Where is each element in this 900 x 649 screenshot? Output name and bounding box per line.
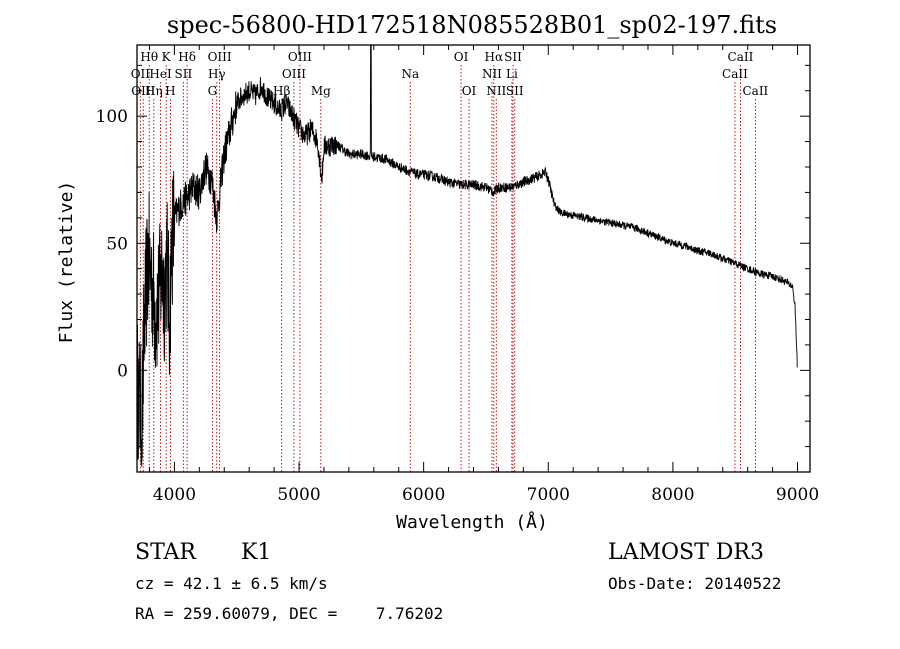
line-marker-label: CaII <box>722 67 748 81</box>
coordinates: RA = 259.60079, DEC = 7.76202 <box>135 604 444 623</box>
observation-date: Obs-Date: 20140522 <box>608 574 782 593</box>
line-marker-label: SII <box>504 50 522 64</box>
line-marker-label: Hη <box>145 84 163 98</box>
line-marker-label: OI <box>454 50 469 64</box>
plot-frame <box>136 44 811 473</box>
line-marker-label: CaII <box>742 84 768 98</box>
survey-name: LAMOST DR3 <box>608 540 764 565</box>
redshift-velocity: cz = 42.1 ± 6.5 km/s <box>135 574 328 593</box>
line-marker-label: Mg <box>311 84 331 98</box>
x-tick-label: 7000 <box>527 485 570 505</box>
line-marker-label: Hα <box>485 50 504 64</box>
object-class: STAR <box>135 540 196 565</box>
spectrum-series <box>136 44 798 467</box>
x-tick-label: 6000 <box>402 485 445 505</box>
line-marker-label: OI <box>462 84 477 98</box>
x-axis-label: Wavelength (Å) <box>396 511 548 533</box>
line-marker-label: SII <box>506 84 524 98</box>
x-tick-label: 4000 <box>153 485 196 505</box>
line-marker-label: Na <box>401 67 419 81</box>
line-marker-label: K <box>162 50 172 64</box>
line-marker-label: OII <box>131 67 151 81</box>
x-tick-label: 8000 <box>651 485 694 505</box>
x-tick-label: 9000 <box>776 485 819 505</box>
line-marker-label: Hγ <box>208 67 226 81</box>
line-marker-label: CaII <box>728 50 754 64</box>
object-subclass: K1 <box>241 540 272 565</box>
line-marker-label: Hθ <box>140 50 158 64</box>
y-axis-label: Flux (relative) <box>56 181 77 344</box>
line-marker-label: HeI <box>149 67 172 81</box>
y-tick-label: 50 <box>106 234 128 254</box>
line-marker-label: NII <box>482 67 502 81</box>
line-marker-label: OIII <box>282 67 306 81</box>
line-marker-label: G <box>208 84 218 98</box>
line-marker-label: Li <box>506 67 518 81</box>
line-marker-label: NII <box>486 84 506 98</box>
line-marker-label: OIII <box>288 50 312 64</box>
chart-title: spec-56800-HD172518N085528B01_sp02-197.f… <box>167 11 777 39</box>
spectrum-line <box>136 44 798 467</box>
y-tick-label: 0 <box>117 361 128 381</box>
line-marker-label: Hδ <box>178 50 196 64</box>
axis-ticks: 4000 5000 6000 7000 8000 9000 0 50 100 <box>96 45 819 505</box>
line-marker-label: OIII <box>208 50 232 64</box>
line-marker-label: SII <box>175 67 193 81</box>
spectrum-chart: spec-56800-HD172518N085528B01_sp02-197.f… <box>56 11 819 533</box>
line-marker-label: H <box>165 84 175 98</box>
y-tick-label: 100 <box>96 107 128 127</box>
x-tick-label: 5000 <box>277 485 320 505</box>
